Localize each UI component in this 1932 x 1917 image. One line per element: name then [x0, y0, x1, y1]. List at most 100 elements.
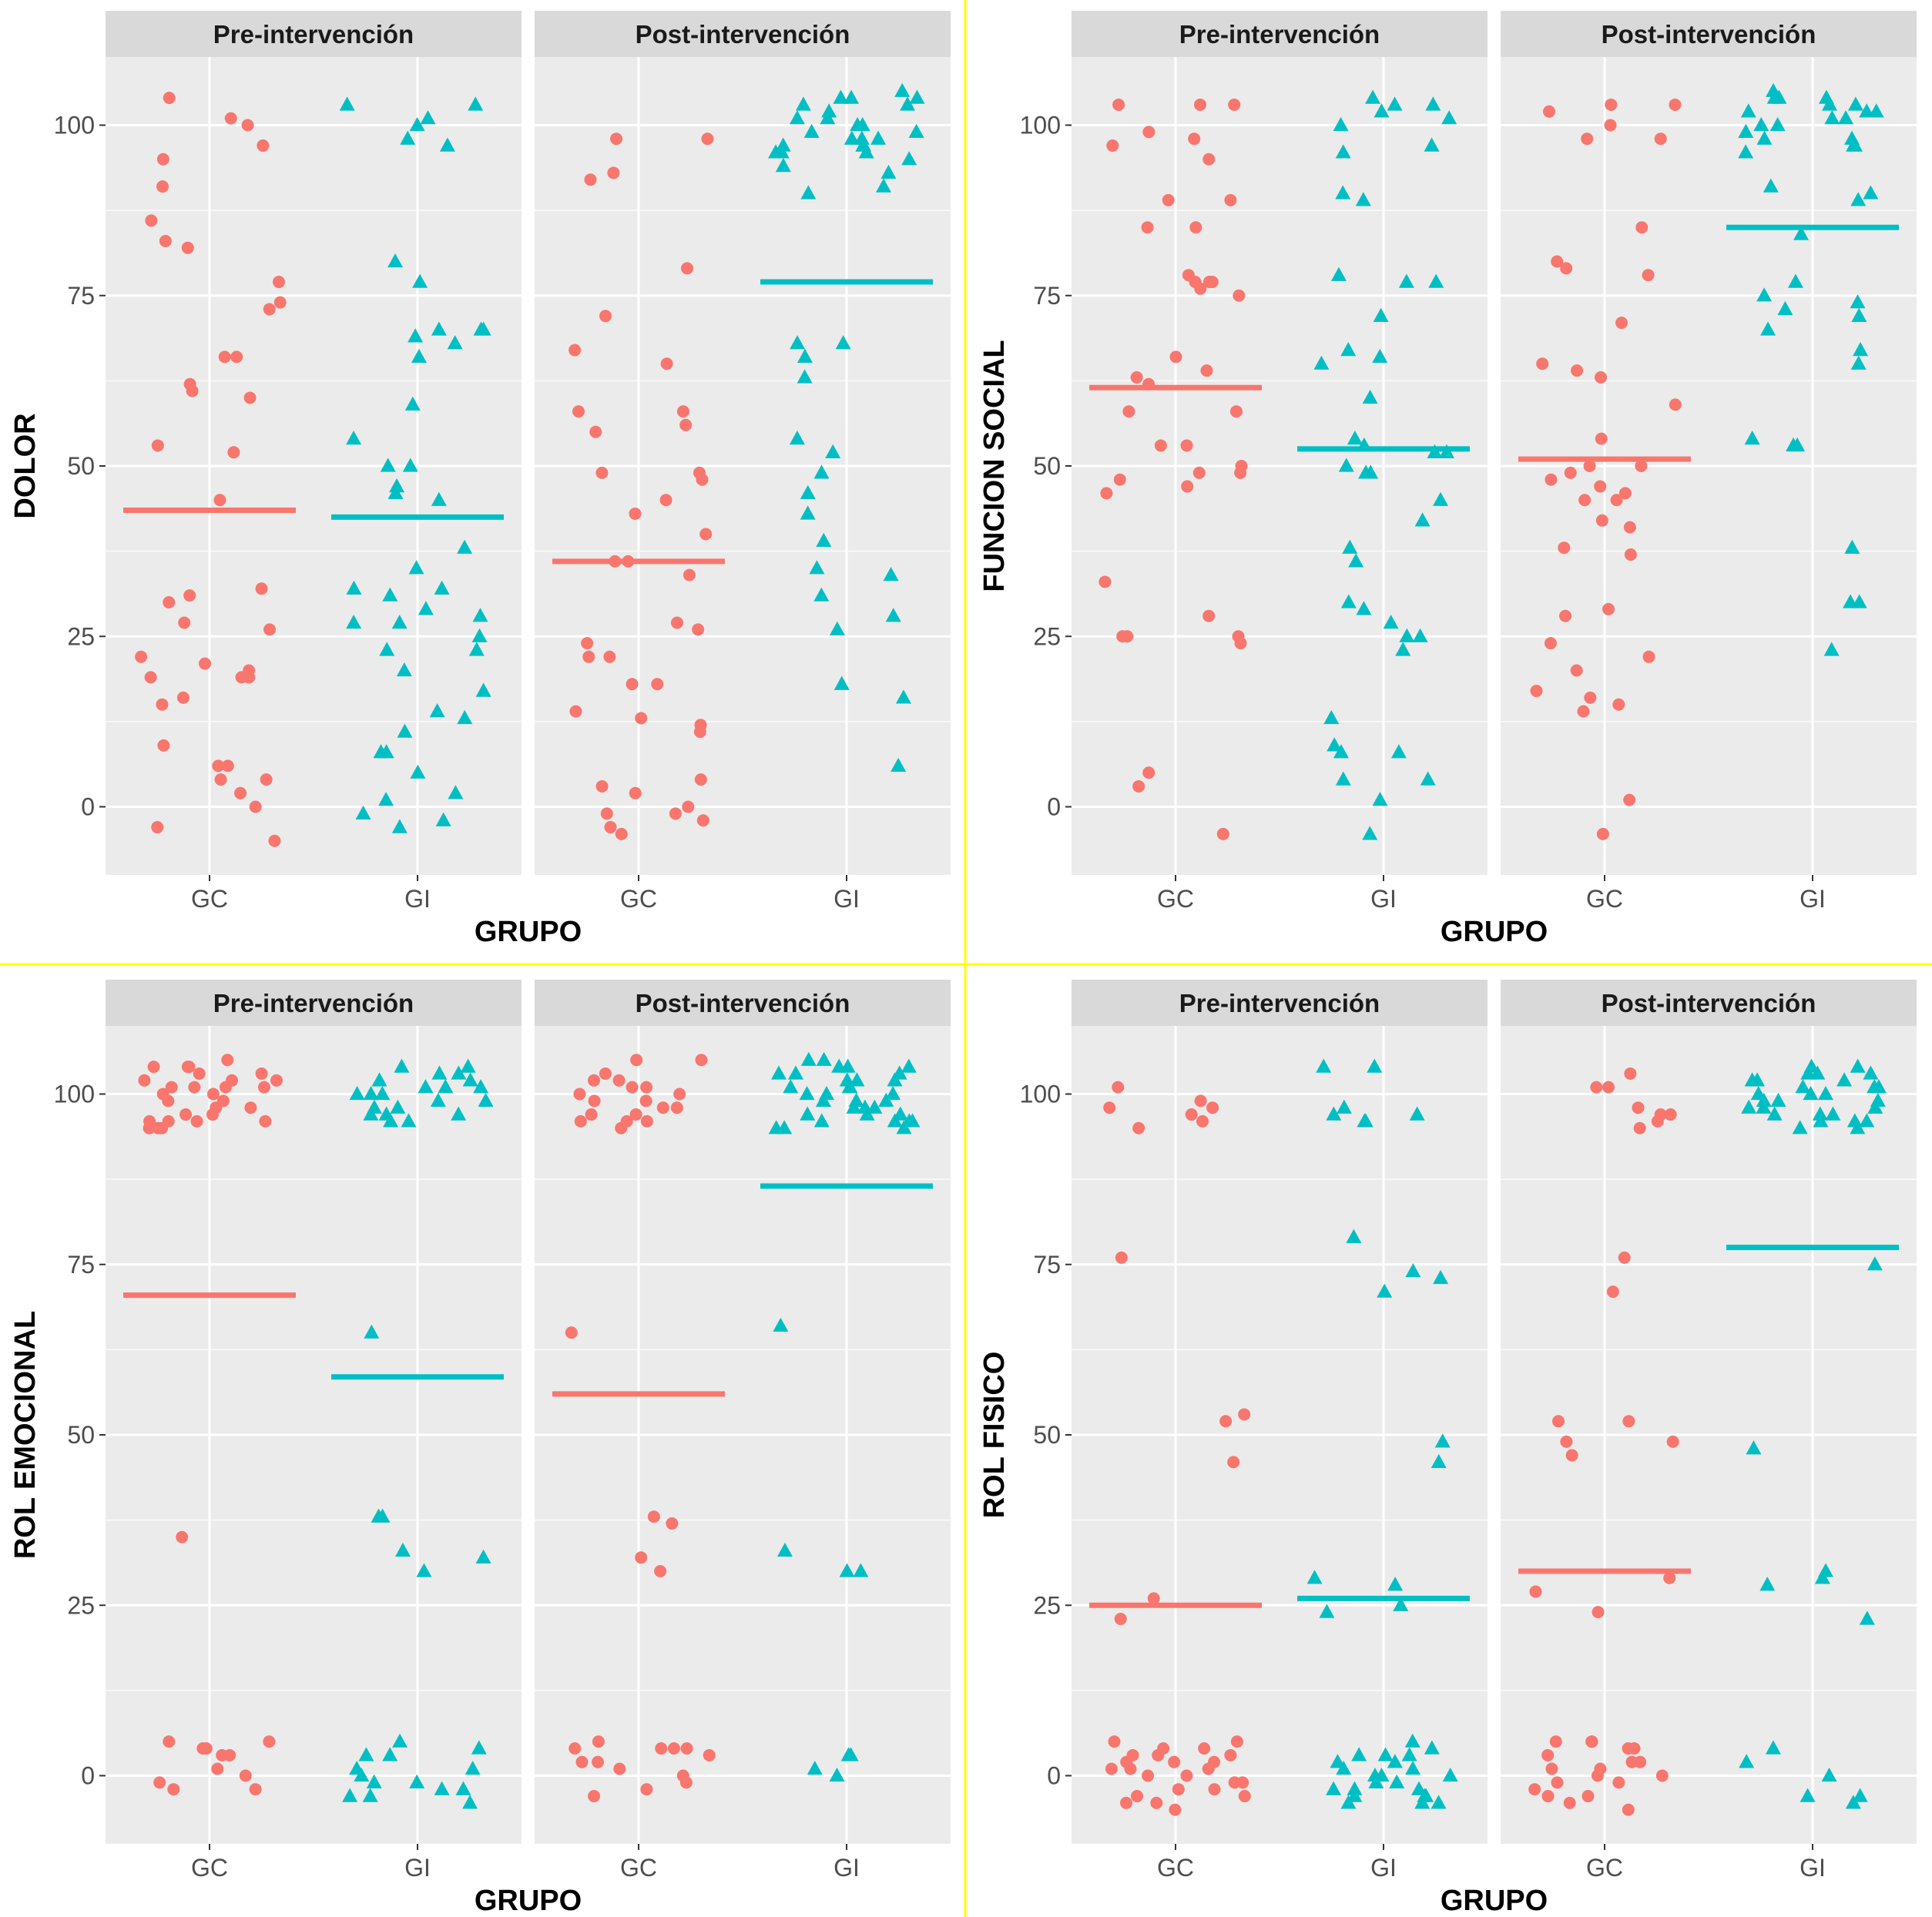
data-point-circle: [257, 1081, 270, 1094]
data-point-triangle: [809, 560, 825, 575]
series-gc: [123, 92, 296, 847]
data-point-triangle: [387, 484, 404, 500]
data-point-triangle: [850, 116, 866, 132]
data-point-triangle: [887, 1072, 903, 1087]
data-point-circle: [701, 132, 714, 146]
data-point-triangle: [1401, 1747, 1417, 1761]
y-tick-label: 75: [67, 282, 95, 310]
facet-strip: [535, 11, 951, 57]
data-point-triangle: [1412, 628, 1428, 642]
data-point-triangle: [878, 1092, 894, 1107]
data-point-triangle: [457, 709, 473, 725]
data-point-triangle: [900, 96, 916, 111]
data-point-circle: [1595, 370, 1608, 384]
data-point-triangle: [1738, 144, 1754, 159]
data-point-triangle: [1777, 300, 1793, 316]
data-point-circle: [263, 1735, 276, 1748]
data-point-triangle: [1326, 1781, 1342, 1795]
data-point-circle: [241, 119, 254, 132]
data-point-circle: [1592, 1606, 1605, 1619]
data-point-triangle: [1787, 273, 1803, 288]
x-tick-label: GC: [1157, 885, 1194, 913]
data-point-circle: [1624, 1067, 1637, 1080]
data-point-triangle: [1800, 1065, 1816, 1080]
data-point-triangle: [1365, 89, 1381, 104]
data-point-triangle: [1803, 1085, 1819, 1101]
data-point-triangle: [1859, 1113, 1875, 1128]
data-point-triangle: [800, 484, 816, 500]
data-point-triangle: [1425, 96, 1441, 111]
y-tick-label: 50: [67, 1421, 95, 1449]
data-point-circle: [615, 1121, 628, 1134]
data-point-circle: [588, 1094, 601, 1108]
data-point-triangle: [468, 642, 485, 656]
data-point-circle: [1119, 1796, 1132, 1809]
data-point-circle: [1530, 685, 1543, 698]
data-point-triangle: [800, 1106, 816, 1121]
data-point-circle: [588, 1074, 601, 1087]
data-point-circle: [699, 528, 713, 541]
data-point-triangle: [775, 158, 791, 173]
data-point-triangle: [880, 164, 897, 179]
data-point-triangle: [1825, 1106, 1841, 1121]
data-point-triangle: [434, 1781, 450, 1795]
data-point-circle: [1181, 480, 1194, 493]
data-point-triangle: [896, 1120, 912, 1134]
facet-panel: Post-intervención GC GI: [1501, 980, 1917, 1882]
data-point-circle: [1541, 1748, 1555, 1761]
data-point-circle: [692, 623, 705, 636]
data-point-circle: [1142, 766, 1156, 779]
data-point-triangle: [1373, 307, 1389, 322]
data-point-circle: [1147, 1592, 1160, 1605]
data-point-circle: [1623, 521, 1636, 534]
data-point-circle: [676, 405, 689, 418]
data-point-circle: [1529, 1585, 1542, 1598]
data-point-triangle: [1323, 709, 1340, 725]
data-point-triangle: [394, 1058, 410, 1073]
data-point-triangle: [363, 1106, 379, 1121]
data-point-circle: [1216, 827, 1229, 840]
data-point-circle: [1114, 1612, 1127, 1625]
x-tick-label: GC: [1586, 885, 1623, 913]
data-point-triangle: [346, 615, 362, 629]
data-point-triangle: [1335, 144, 1351, 159]
data-point-triangle: [901, 1058, 917, 1073]
data-point-triangle: [1770, 1092, 1786, 1107]
data-point-triangle: [457, 539, 473, 554]
data-point-triangle: [1383, 615, 1399, 629]
data-point-triangle: [1346, 1228, 1362, 1243]
data-point-circle: [1152, 1748, 1165, 1761]
data-point-circle: [1581, 1790, 1595, 1803]
data-point-triangle: [1740, 103, 1756, 118]
data-point-triangle: [1789, 437, 1806, 452]
data-point-circle: [696, 814, 709, 827]
data-point-circle: [221, 759, 234, 772]
facet-strip: [106, 11, 522, 57]
facet-panel: Post-intervención GC GI: [535, 980, 951, 1882]
x-tick-label: GC: [620, 1854, 657, 1882]
data-point-triangle: [1306, 1570, 1323, 1584]
data-point-circle: [1669, 398, 1682, 411]
series-gi: [1726, 82, 1899, 656]
data-point-circle: [138, 1074, 151, 1087]
data-point-triangle: [1387, 1577, 1404, 1591]
data-point-triangle: [1850, 192, 1867, 206]
data-point-triangle: [462, 1072, 478, 1087]
data-point-triangle: [448, 785, 464, 799]
data-point-circle: [1098, 575, 1112, 588]
data-point-circle: [1228, 98, 1241, 111]
data-point-circle: [629, 786, 642, 799]
data-point-circle: [693, 726, 706, 739]
data-point-circle: [1655, 1769, 1669, 1782]
x-tick-label: GC: [1586, 1854, 1623, 1882]
data-point-triangle: [409, 1774, 425, 1788]
data-point-triangle: [1424, 137, 1440, 152]
data-point-circle: [1112, 98, 1125, 111]
data-point-circle: [190, 1114, 203, 1128]
data-point-circle: [1528, 1783, 1541, 1796]
data-point-circle: [1132, 1121, 1145, 1134]
data-point-circle: [1234, 637, 1247, 650]
data-point-circle: [206, 1108, 220, 1121]
data-point-circle: [181, 241, 194, 254]
data-point-triangle: [1414, 512, 1431, 527]
